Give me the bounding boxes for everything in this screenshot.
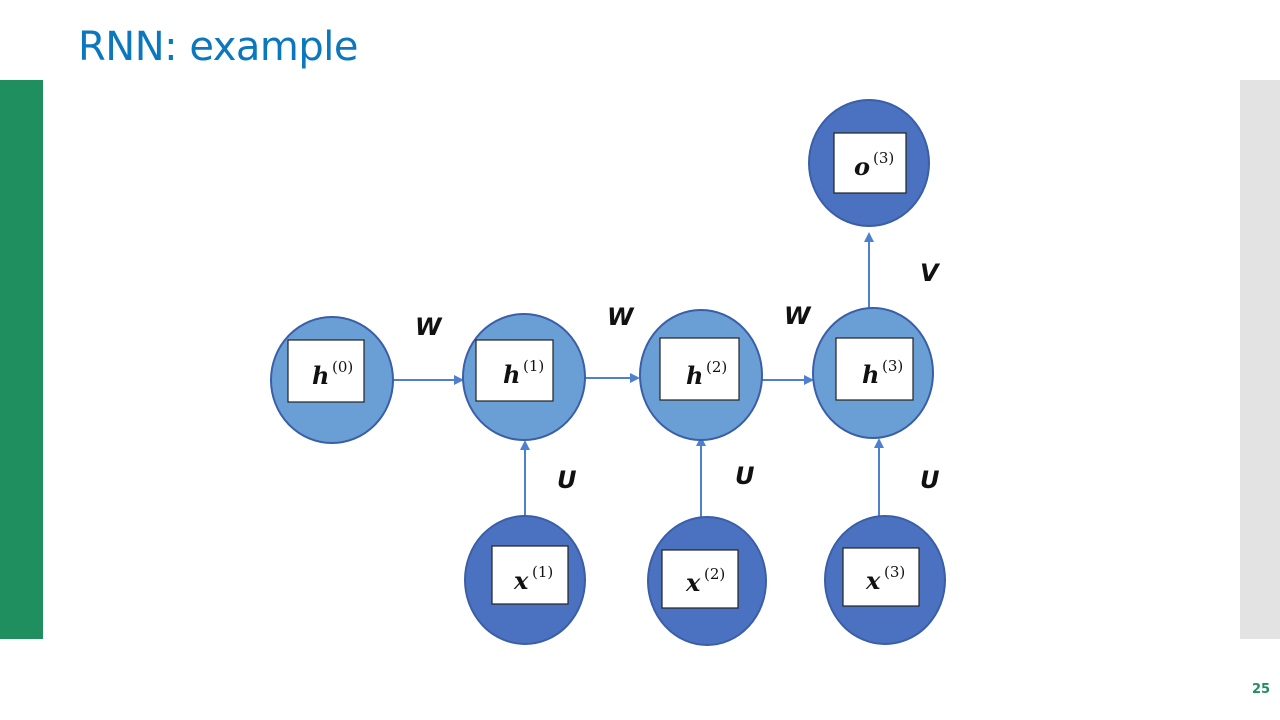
node-x2-label: x xyxy=(685,568,701,597)
node-x1-superscript: (1) xyxy=(532,563,553,581)
node-o3: o (3) xyxy=(808,99,930,227)
node-x3: x (3) xyxy=(824,515,946,645)
weight-label-u3: U xyxy=(920,466,940,494)
node-h3-label: h xyxy=(862,360,879,389)
node-h1-label: h xyxy=(503,360,520,389)
right-accent-bar xyxy=(1240,80,1280,639)
page-number: 25 xyxy=(1252,682,1271,697)
weight-label-w1: W xyxy=(415,313,443,341)
node-x3-superscript: (3) xyxy=(884,563,905,581)
node-x1: x (1) xyxy=(464,515,586,645)
node-o3-label: o xyxy=(854,152,870,181)
node-x2-superscript: (2) xyxy=(704,565,725,583)
node-h1: h (1) xyxy=(462,313,586,441)
left-accent-bar xyxy=(0,80,43,639)
node-x3-label: x xyxy=(865,566,881,595)
node-h3-superscript: (3) xyxy=(882,357,903,375)
node-h0-superscript: (0) xyxy=(332,358,353,376)
node-h0-label: h xyxy=(312,361,329,390)
node-x1-label: x xyxy=(513,566,529,595)
node-x2: x (2) xyxy=(647,516,767,646)
node-o3-superscript: (3) xyxy=(873,149,894,167)
weight-label-w2: W xyxy=(607,303,635,331)
node-h2: h (2) xyxy=(639,309,763,441)
node-h2-label: h xyxy=(686,361,703,390)
weight-label-v: V xyxy=(920,259,941,287)
weight-label-u2: U xyxy=(735,462,755,490)
weight-label-w3: W xyxy=(784,302,812,330)
node-h0: h (0) xyxy=(270,316,394,444)
weight-label-u1: U xyxy=(557,466,577,494)
node-h1-superscript: (1) xyxy=(523,357,544,375)
node-h2-superscript: (2) xyxy=(706,358,727,376)
slide-title: RNN: example xyxy=(78,24,359,70)
node-h3: h (3) xyxy=(812,307,934,439)
